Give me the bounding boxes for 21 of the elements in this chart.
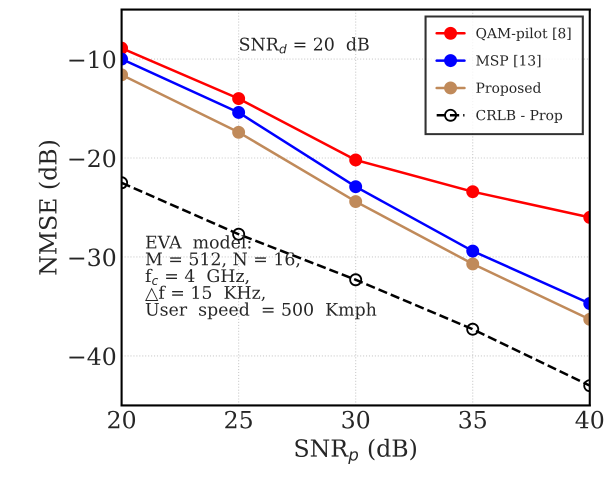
- annotation: SNR$_{d}$ = 20 dB: [240, 37, 369, 54]
- point: [349, 180, 362, 194]
- annotation: EVA model: M = 512, N = 16, f$_{c}$ = 4 GHz, △f = 15 KHz, User speed = 500 Kmph: [145, 235, 376, 320]
- legend-label: QAM-pilot [8]: [476, 28, 571, 42]
- x-tick-label: 40: [575, 410, 604, 429]
- y-tick-label: −40: [69, 347, 116, 366]
- point: [349, 195, 362, 208]
- legend-label: Proposed: [476, 82, 541, 96]
- point: [349, 273, 362, 286]
- y-tick-label: −20: [69, 149, 116, 168]
- x-tick-label: 30: [342, 410, 370, 429]
- y-axis-title: NMSE (dB): [38, 141, 60, 275]
- x-tick-label: 25: [225, 410, 252, 429]
- y-tick-label: −30: [69, 248, 116, 266]
- x-tick-label: 20: [108, 410, 136, 429]
- x-tick-label: 35: [460, 410, 486, 429]
- x-axis-title: SNR$_{p}$ (dB): [295, 438, 416, 464]
- legend-label: MSP [13]: [476, 54, 540, 68]
- y-tick-label: −10: [69, 50, 116, 68]
- legend-label: CRLB - Prop: [476, 110, 562, 124]
- point: [349, 154, 362, 166]
